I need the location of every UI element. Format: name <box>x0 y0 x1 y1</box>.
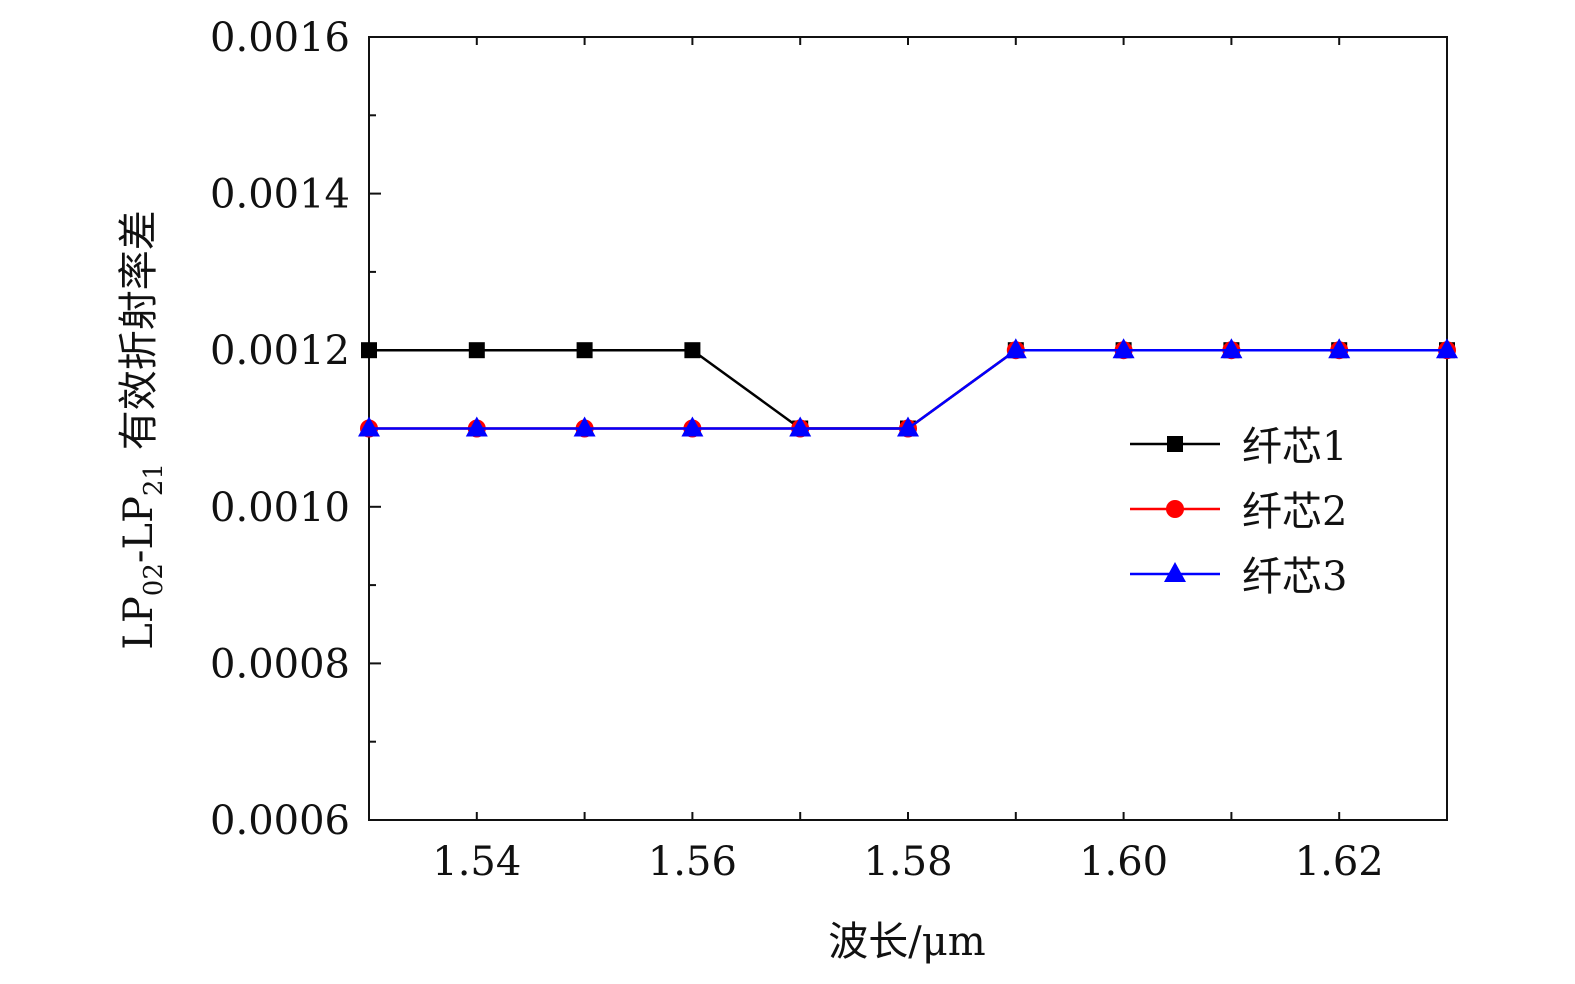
x-tick-label: 1.54 <box>432 839 521 885</box>
data-point <box>576 342 593 359</box>
data-point <box>573 416 596 437</box>
data-point <box>468 342 485 359</box>
y-tick-label: 0.0006 <box>210 798 350 844</box>
legend-marker <box>1167 436 1183 452</box>
y-tick-label: 0.0010 <box>210 485 350 531</box>
data-point <box>358 416 380 437</box>
x-axis-title: 波长/μm <box>828 919 985 965</box>
data-point <box>1112 338 1135 359</box>
data-point <box>361 342 377 359</box>
legend-label: 纤芯1 <box>1242 424 1347 470</box>
legend-marker <box>1164 562 1186 582</box>
data-point <box>465 416 488 437</box>
data-point <box>684 342 701 359</box>
data-point <box>1436 338 1458 359</box>
y-tick-label: 0.0016 <box>210 15 350 61</box>
data-point <box>1220 338 1243 359</box>
legend-item: 纤芯1 <box>1130 424 1347 470</box>
data-point <box>789 416 812 437</box>
series-group <box>358 338 1458 438</box>
data-point <box>1004 338 1027 359</box>
axes: 1.54 1.56 1.58 1.60 1.62 0.0006 0.0008 0.0010 0.… <box>210 15 1448 885</box>
x-tick-label: 1.58 <box>863 839 952 885</box>
legend-item: 纤芯2 <box>1130 489 1347 535</box>
data-point <box>1328 338 1351 359</box>
legend-marker <box>1166 500 1184 518</box>
data-point <box>681 416 704 437</box>
legend: 纤芯1 纤芯2 纤芯3 <box>1130 424 1347 600</box>
y-axis-title: LP02-LP21 有效折射率差 <box>116 210 169 649</box>
legend-label: 纤芯3 <box>1242 554 1347 600</box>
data-point <box>897 416 919 437</box>
y-tick-label: 0.0008 <box>210 641 350 687</box>
legend-label: 纤芯2 <box>1242 489 1347 535</box>
series-3 <box>358 338 1458 437</box>
y-tick-label: 0.0012 <box>210 328 350 374</box>
x-tick-label: 1.62 <box>1295 839 1384 885</box>
y-tick-label: 0.0014 <box>210 172 350 218</box>
legend-item: 纤芯3 <box>1130 554 1347 600</box>
x-tick-label: 1.60 <box>1079 839 1168 885</box>
x-tick-label: 1.56 <box>648 839 737 885</box>
